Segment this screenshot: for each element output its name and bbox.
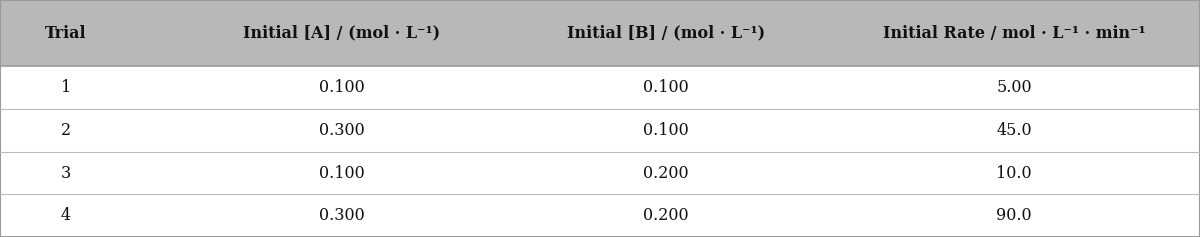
Bar xyxy=(0,66,1200,109)
Text: Initial [A] / (mol · L⁻¹): Initial [A] / (mol · L⁻¹) xyxy=(244,25,440,42)
Text: 0.100: 0.100 xyxy=(643,79,689,96)
Bar xyxy=(0,152,1200,194)
Text: 0.300: 0.300 xyxy=(319,122,365,139)
Text: Initial [B] / (mol · L⁻¹): Initial [B] / (mol · L⁻¹) xyxy=(566,25,766,42)
Text: 0.100: 0.100 xyxy=(643,122,689,139)
Text: 0.100: 0.100 xyxy=(319,164,365,182)
Bar xyxy=(0,194,1200,237)
Text: 10.0: 10.0 xyxy=(996,164,1032,182)
Text: Trial: Trial xyxy=(46,25,86,42)
Text: 90.0: 90.0 xyxy=(996,207,1032,224)
Text: 0.200: 0.200 xyxy=(643,207,689,224)
Bar xyxy=(0,0,1200,66)
Text: 45.0: 45.0 xyxy=(996,122,1032,139)
Text: 5.00: 5.00 xyxy=(996,79,1032,96)
Text: 3: 3 xyxy=(61,164,71,182)
Text: 4: 4 xyxy=(61,207,71,224)
Text: 0.200: 0.200 xyxy=(643,164,689,182)
Bar xyxy=(0,109,1200,152)
Text: Initial Rate / mol · L⁻¹ · min⁻¹: Initial Rate / mol · L⁻¹ · min⁻¹ xyxy=(883,25,1145,42)
Text: 2: 2 xyxy=(61,122,71,139)
Text: 0.300: 0.300 xyxy=(319,207,365,224)
Text: 0.100: 0.100 xyxy=(319,79,365,96)
Text: 1: 1 xyxy=(61,79,71,96)
